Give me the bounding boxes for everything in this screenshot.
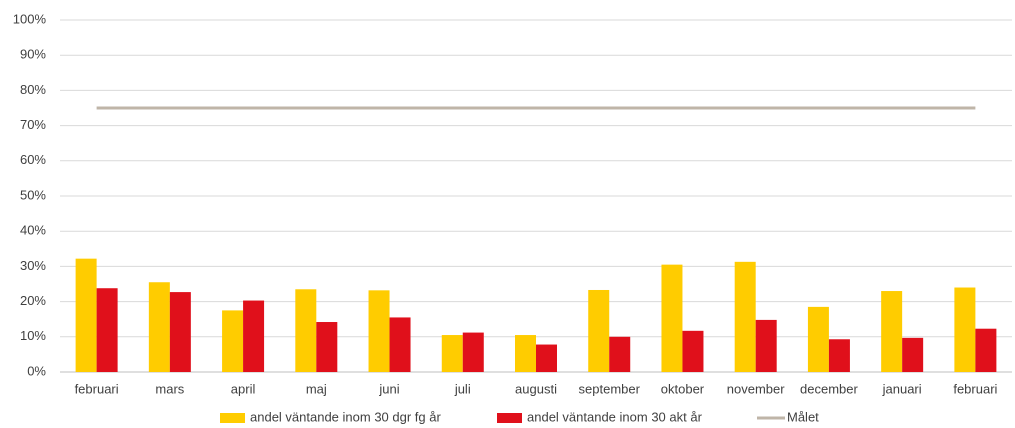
x-tick-label: februari — [953, 381, 997, 396]
x-tick-label: september — [579, 381, 641, 396]
bar — [515, 335, 536, 372]
x-tick-label: maj — [306, 381, 327, 396]
bar — [96, 288, 118, 372]
legend-swatch — [220, 413, 245, 423]
bar — [588, 289, 610, 372]
bar — [243, 300, 265, 372]
x-tick-label: juni — [378, 381, 399, 396]
y-tick-label: 0% — [27, 363, 46, 378]
bar — [441, 335, 463, 372]
x-tick-label: februari — [75, 381, 119, 396]
bar — [389, 317, 411, 372]
bar — [734, 261, 756, 372]
y-tick-label: 50% — [20, 187, 46, 202]
x-tick-label: januari — [882, 381, 922, 396]
bar — [902, 337, 924, 372]
y-tick-label: 20% — [20, 293, 46, 308]
bar — [222, 310, 244, 372]
bar — [169, 292, 191, 372]
bar — [881, 291, 903, 372]
y-tick-label: 10% — [20, 328, 46, 343]
bar — [368, 290, 390, 372]
bar — [295, 289, 317, 372]
x-tick-label: november — [727, 381, 785, 396]
x-tick-label: december — [800, 381, 858, 396]
bar — [609, 336, 631, 372]
y-tick-label: 70% — [20, 117, 46, 132]
y-tick-label: 60% — [20, 152, 46, 167]
legend-label: Målet — [787, 409, 819, 424]
y-tick-label: 30% — [20, 258, 46, 273]
y-tick-label: 80% — [20, 82, 46, 97]
x-tick-label: oktober — [661, 381, 705, 396]
bar — [755, 319, 777, 372]
x-tick-label: augusti — [515, 381, 557, 396]
legend-label: andel väntande inom 30 dgr fg år — [250, 409, 441, 424]
bar — [148, 282, 170, 372]
bar — [462, 332, 484, 372]
legend-swatch — [497, 413, 522, 423]
bar — [975, 328, 997, 372]
x-tick-label: juli — [454, 381, 471, 396]
legend-label: andel väntande inom 30 akt år — [527, 409, 703, 424]
y-tick-label: 100% — [13, 11, 47, 26]
x-tick-label: mars — [155, 381, 184, 396]
bar — [536, 344, 557, 372]
bar — [828, 339, 850, 372]
bar — [807, 306, 829, 372]
bar — [75, 258, 97, 372]
x-tick-label: april — [231, 381, 256, 396]
bar — [316, 322, 338, 372]
bar — [954, 287, 976, 372]
y-tick-label: 90% — [20, 47, 46, 62]
y-tick-label: 40% — [20, 223, 46, 238]
bar — [661, 264, 683, 372]
bar — [682, 330, 704, 372]
